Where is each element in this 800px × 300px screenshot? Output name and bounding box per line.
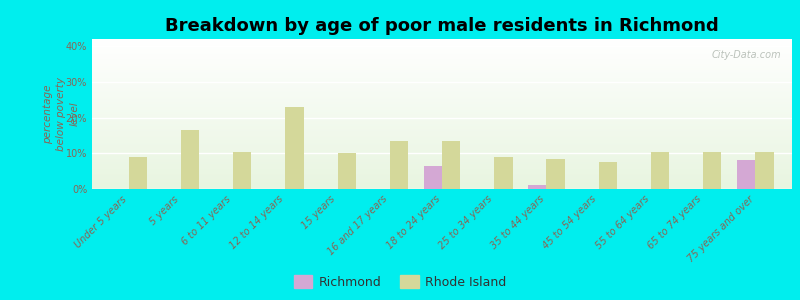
Bar xyxy=(703,152,722,189)
Bar xyxy=(755,152,774,189)
Bar xyxy=(338,153,356,189)
Bar xyxy=(546,159,565,189)
Bar xyxy=(181,130,199,189)
Text: City-Data.com: City-Data.com xyxy=(712,50,782,59)
Bar xyxy=(494,157,513,189)
Bar xyxy=(651,152,670,189)
Bar xyxy=(286,107,303,189)
Title: Breakdown by age of poor male residents in Richmond: Breakdown by age of poor male residents … xyxy=(165,17,719,35)
Bar xyxy=(737,160,755,189)
Y-axis label: percentage
below poverty
level: percentage below poverty level xyxy=(43,77,80,151)
Bar xyxy=(129,157,147,189)
Legend: Richmond, Rhode Island: Richmond, Rhode Island xyxy=(289,270,511,294)
Bar xyxy=(442,141,460,189)
Bar xyxy=(233,152,251,189)
Bar xyxy=(424,166,442,189)
Bar xyxy=(528,185,546,189)
Bar xyxy=(390,141,408,189)
Bar xyxy=(598,162,617,189)
